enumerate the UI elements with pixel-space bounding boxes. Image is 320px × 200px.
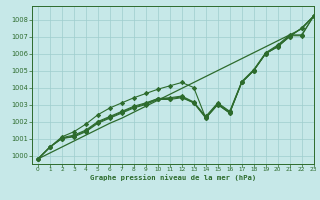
X-axis label: Graphe pression niveau de la mer (hPa): Graphe pression niveau de la mer (hPa) (90, 174, 256, 181)
